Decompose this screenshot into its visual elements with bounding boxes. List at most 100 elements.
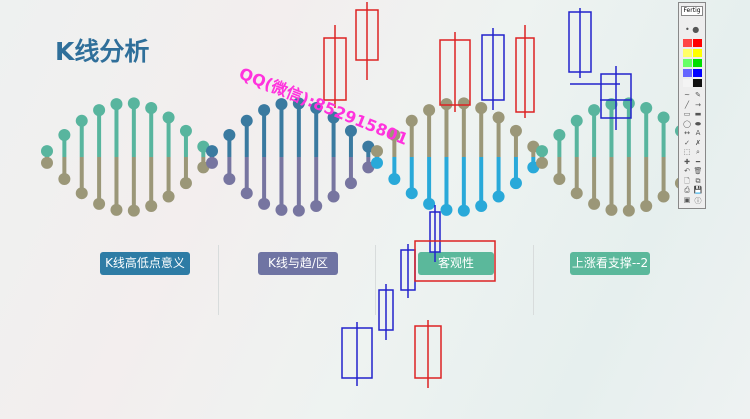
color-swatch[interactable]	[683, 79, 692, 87]
divider	[375, 245, 376, 315]
info-icon[interactable]: ⓘ	[694, 196, 702, 205]
helix-node	[145, 102, 158, 115]
helix-node	[570, 187, 583, 200]
helix-node	[58, 128, 71, 141]
helix-node	[388, 173, 401, 186]
candle-body	[355, 9, 379, 61]
undo-icon[interactable]: ↶	[684, 167, 690, 175]
helix-node	[206, 156, 218, 169]
filled-rect-icon[interactable]: ▬	[694, 110, 702, 118]
helix-node	[310, 199, 323, 212]
helix-node	[93, 197, 106, 210]
helix-node	[206, 145, 218, 158]
helix-node	[588, 104, 601, 117]
helix-node	[41, 145, 53, 158]
pencil-icon[interactable]: ✎	[695, 91, 701, 99]
candle-body	[515, 37, 535, 113]
helix-node	[570, 114, 583, 127]
color-swatch[interactable]	[693, 39, 702, 47]
helix-node	[492, 190, 505, 203]
topic-button-1[interactable]: K线高低点意义	[100, 252, 190, 275]
helix-node	[162, 111, 175, 124]
helix-node	[475, 102, 488, 115]
helix-node	[509, 124, 522, 137]
helix-node	[110, 203, 123, 216]
candle-body	[600, 73, 632, 119]
helix-node	[605, 203, 618, 216]
toolbar-header[interactable]: Fertig	[681, 6, 703, 16]
helix-node	[179, 177, 192, 190]
helix-node	[75, 187, 88, 200]
color-swatch[interactable]	[693, 59, 702, 67]
minus-icon[interactable]: ━	[695, 157, 701, 166]
helix-node	[93, 104, 106, 117]
helix-node	[344, 124, 357, 137]
helix-node	[162, 190, 175, 203]
brush-size-icon[interactable]: • ●	[685, 25, 700, 34]
helix-node	[605, 98, 618, 111]
color-swatch[interactable]	[683, 59, 692, 67]
line-icon[interactable]: ~	[684, 91, 690, 99]
topic-button-4[interactable]: 上涨看支撑--2	[570, 252, 650, 275]
helix-node	[640, 199, 653, 212]
color-swatch[interactable]	[683, 49, 692, 57]
slash-icon[interactable]: ╱	[684, 100, 690, 109]
color-swatch[interactable]	[683, 69, 692, 77]
copy-icon[interactable]: ⧉	[695, 176, 701, 185]
helix-node	[41, 156, 53, 169]
color-swatch[interactable]	[693, 69, 702, 77]
topic-button-3[interactable]: 客观性	[418, 252, 494, 275]
image-icon[interactable]: ▣	[683, 195, 691, 204]
ellipse-icon[interactable]: ◯	[683, 119, 691, 128]
helix-node	[275, 98, 288, 111]
helix-node	[275, 203, 288, 216]
trash-icon[interactable]: 🗑	[693, 167, 703, 175]
helix-node	[223, 173, 236, 186]
helix-node	[75, 114, 88, 127]
helix-node	[327, 111, 340, 124]
check-icon[interactable]: ✓	[684, 138, 690, 147]
filled-ellipse-icon[interactable]: ⬬	[695, 119, 701, 128]
candle-body	[429, 211, 441, 253]
double-arrow-icon[interactable]: ↔	[684, 129, 690, 137]
zoom-icon[interactable]: ⌕	[696, 148, 700, 156]
candle-body	[378, 289, 394, 331]
arrow-icon[interactable]: →	[695, 100, 701, 109]
text-icon[interactable]: A	[695, 129, 701, 137]
highlight-box	[414, 240, 496, 282]
helix-node	[492, 111, 505, 124]
helix-node	[553, 173, 566, 186]
color-swatch[interactable]	[693, 79, 702, 87]
drawing-toolbar[interactable]: Fertig • ● ~ ✎ ╱ → ▭ ▬ ◯ ⬬ ↔ A ✓ ✗ ⬚ ⌕ ✚ ━ ↶ 🗑 🗋 ⧉ ⎙ 💾 ▣ ⓘ	[678, 2, 706, 209]
cross-icon[interactable]: ✗	[695, 138, 701, 147]
new-page-icon[interactable]: 🗋	[684, 176, 690, 185]
candle-body	[481, 34, 505, 101]
helix-node	[405, 114, 418, 127]
helix-node	[657, 190, 670, 203]
helix-node	[58, 173, 71, 186]
rect-icon[interactable]: ▭	[683, 110, 691, 118]
save-icon[interactable]: 💾	[693, 186, 703, 194]
color-swatch[interactable]	[683, 39, 692, 47]
helix-node	[457, 204, 470, 217]
topic-button-2[interactable]: K线与趋/区	[258, 252, 338, 275]
helix-node	[310, 102, 323, 115]
helix-node	[440, 203, 453, 216]
helix-node	[440, 98, 453, 111]
helix-node	[240, 114, 253, 127]
plus-icon[interactable]: ✚	[684, 157, 690, 166]
helix-node	[223, 128, 236, 141]
helix-node	[344, 177, 357, 190]
helix-node	[292, 97, 305, 110]
color-swatch[interactable]	[693, 49, 702, 57]
helix-node	[405, 187, 418, 200]
print-icon[interactable]: ⎙	[684, 186, 690, 194]
helix-node	[292, 204, 305, 217]
helix-node	[588, 197, 601, 210]
helix-node	[240, 187, 253, 200]
select-icon[interactable]: ⬚	[683, 148, 691, 156]
helix-node	[423, 104, 436, 117]
helix-node	[423, 197, 436, 210]
